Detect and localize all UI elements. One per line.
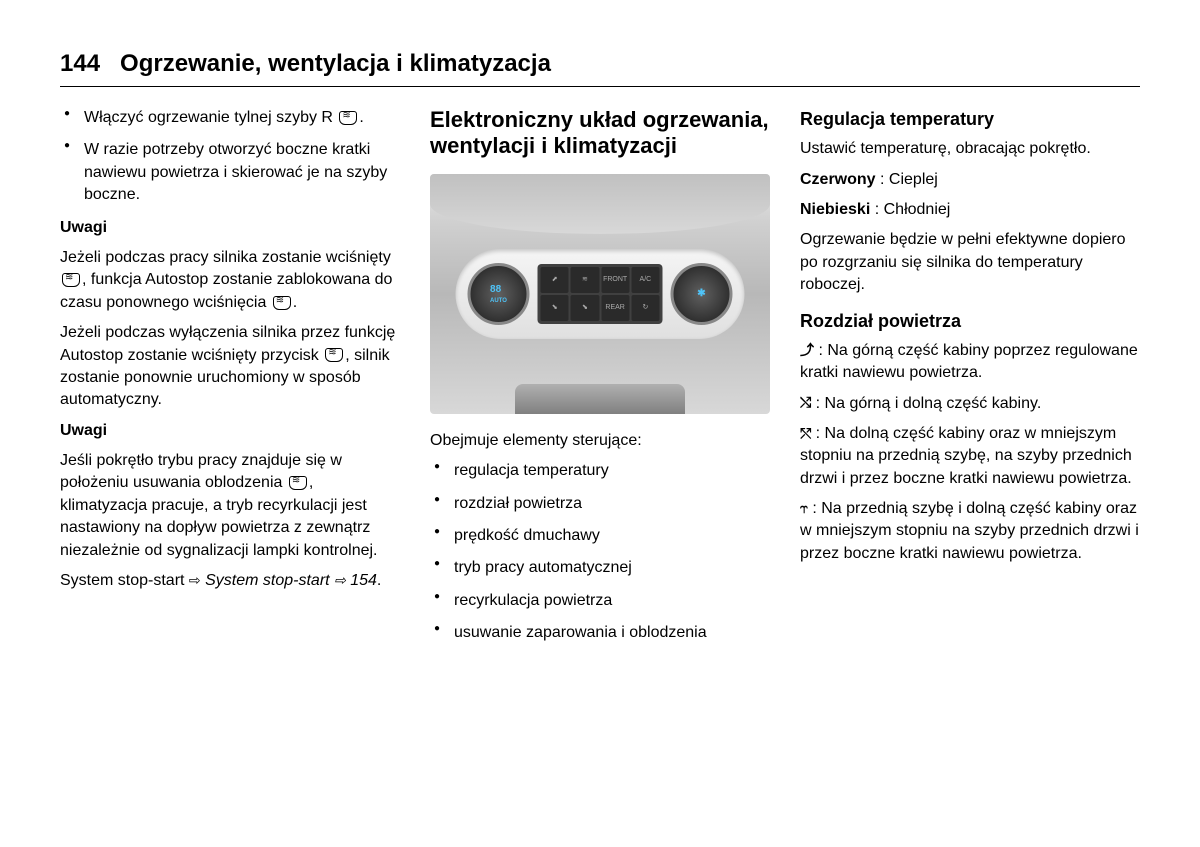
intro-text: Obejmuje elementy sterujące: xyxy=(430,430,770,452)
hvac-button: ⬊ xyxy=(541,295,569,321)
control-list: regulacja temperatury rozdział powietrza… xyxy=(430,460,770,644)
list-item: regulacja temperatury xyxy=(430,460,770,482)
note-heading: Uwagi xyxy=(60,420,400,442)
note-paragraph: Jeśli pokrętło trybu pracy znajduje się … xyxy=(60,450,400,562)
hvac-panel: 88 AUTO ⬈ ≋ FRONT A/C ⬊ ⬊ REAR ↻ ✱ xyxy=(456,249,745,339)
temperature-title: Regulacja temperatury xyxy=(800,107,1140,132)
text: Na dolną część kabiny oraz w mniejszym s… xyxy=(800,425,1132,487)
text: Jeżeli podczas pracy silnika zostanie wc… xyxy=(60,249,391,266)
red-value: Cieplej xyxy=(889,171,938,188)
temperature-dial: 88 AUTO xyxy=(468,263,530,325)
list-item: usuwanie zaparowania i oblodzenia xyxy=(430,622,770,644)
bullet-list-1: Włączyć ogrzewanie tylnej szyby R . W ra… xyxy=(60,107,400,207)
text: Włączyć ogrzewanie tylnej szyby R xyxy=(84,109,337,126)
air-distribution-title: Rozdział powietrza xyxy=(800,309,1140,334)
hvac-button: FRONT xyxy=(601,267,629,293)
list-item: recyrkulacja powietrza xyxy=(430,590,770,612)
note-paragraph: Jeżeli podczas pracy silnika zostanie wc… xyxy=(60,247,400,314)
list-item: W razie potrzeby otworzyć boczne kratki … xyxy=(60,139,400,206)
center-button-grid: ⬈ ≋ FRONT A/C ⬊ ⬊ REAR ↻ xyxy=(538,264,663,324)
list-item: tryb pracy automatycznej xyxy=(430,557,770,579)
text: System stop-start xyxy=(60,572,189,589)
blue-value: Chłodniej xyxy=(884,201,951,218)
italic-reference: System stop-start 154 xyxy=(205,572,377,589)
text: Na przednią szybę i dolną część kabiny o… xyxy=(800,500,1139,562)
temperature-text: Ustawić temperaturę, obracając pokrętło. xyxy=(800,138,1140,160)
air-bilevel-icon: ⤭ xyxy=(800,393,811,413)
air-mode-description: ⥾ : Na przednią szybę i dolną część kabi… xyxy=(800,498,1140,565)
text: Na górną i dolną część kabiny. xyxy=(825,395,1042,412)
text: System stop-start xyxy=(205,572,329,589)
text: . xyxy=(293,294,297,311)
defrost-rear-icon xyxy=(339,111,357,125)
color-definition: Niebieski : Chłodniej xyxy=(800,199,1140,221)
text: 154 xyxy=(346,572,377,589)
text: . xyxy=(377,572,381,589)
air-mode-description: ⤲ : Na dolną część kabiny oraz w mniejsz… xyxy=(800,423,1140,490)
defrost-icon xyxy=(289,476,307,490)
fan-dial: ✱ xyxy=(671,263,733,325)
text: . xyxy=(359,109,363,126)
hvac-button: ⬈ xyxy=(541,267,569,293)
hvac-button: ⬊ xyxy=(571,295,599,321)
hvac-button: ≋ xyxy=(571,267,599,293)
blue-label: Niebieski xyxy=(800,201,870,218)
note-heading: Uwagi xyxy=(60,217,400,239)
page-number: 144 xyxy=(60,50,100,78)
air-defrost-floor-icon: ⥾ xyxy=(800,499,808,519)
color-definition: Czerwony : Cieplej xyxy=(800,169,1140,191)
page-header: 144 Ogrzewanie, wentylacja i klimatyzacj… xyxy=(60,50,1140,87)
list-item: rozdział powietrza xyxy=(430,493,770,515)
note-paragraph: Jeżeli podczas wyłączenia silnika przez … xyxy=(60,322,400,412)
red-label: Czerwony xyxy=(800,171,876,188)
hvac-button: REAR xyxy=(601,295,629,321)
console-illustration xyxy=(515,384,685,414)
column-3: Regulacja temperatury Ustawić temperatur… xyxy=(800,107,1140,655)
section-title: Elektroniczny układ ogrzewania, wentylac… xyxy=(430,107,770,160)
text: Na górną część kabiny poprzez regulowane… xyxy=(800,342,1138,381)
column-2: Elektroniczny układ ogrzewania, wentylac… xyxy=(430,107,770,655)
defrost-icon xyxy=(62,273,80,287)
defrost-icon xyxy=(273,296,291,310)
list-item: Włączyć ogrzewanie tylnej szyby R . xyxy=(60,107,400,129)
air-floor-icon: ⤲ xyxy=(800,424,811,444)
header-title: Ogrzewanie, wentylacja i klimatyzacja xyxy=(120,50,551,78)
reference-arrow-icon xyxy=(189,572,201,589)
defrost-icon xyxy=(325,348,343,362)
dial-label: AUTO xyxy=(490,297,507,305)
air-mode-description: ⤭ : Na górną i dolną część kabiny. xyxy=(800,393,1140,415)
reference-arrow-icon xyxy=(334,572,346,589)
hvac-control-image: 88 AUTO ⬈ ≋ FRONT A/C ⬊ ⬊ REAR ↻ ✱ xyxy=(430,174,770,414)
vent-illustration xyxy=(430,174,770,234)
hvac-button: A/C xyxy=(631,267,659,293)
stop-start-reference: System stop-start System stop-start 154. xyxy=(60,570,400,592)
dial-display: 88 xyxy=(490,283,507,297)
content-columns: Włączyć ogrzewanie tylnej szyby R . W ra… xyxy=(60,107,1140,655)
temperature-note: Ogrzewanie będzie w pełni efektywne dopi… xyxy=(800,229,1140,296)
text: , funkcja Autostop zostanie zablokowana … xyxy=(60,271,392,310)
list-item: prędkość dmuchawy xyxy=(430,525,770,547)
air-face-icon: ⤴ xyxy=(800,341,814,361)
air-mode-description: ⤴ : Na górną część kabiny poprzez regulo… xyxy=(800,340,1140,385)
hvac-button: ↻ xyxy=(631,295,659,321)
column-1: Włączyć ogrzewanie tylnej szyby R . W ra… xyxy=(60,107,400,655)
